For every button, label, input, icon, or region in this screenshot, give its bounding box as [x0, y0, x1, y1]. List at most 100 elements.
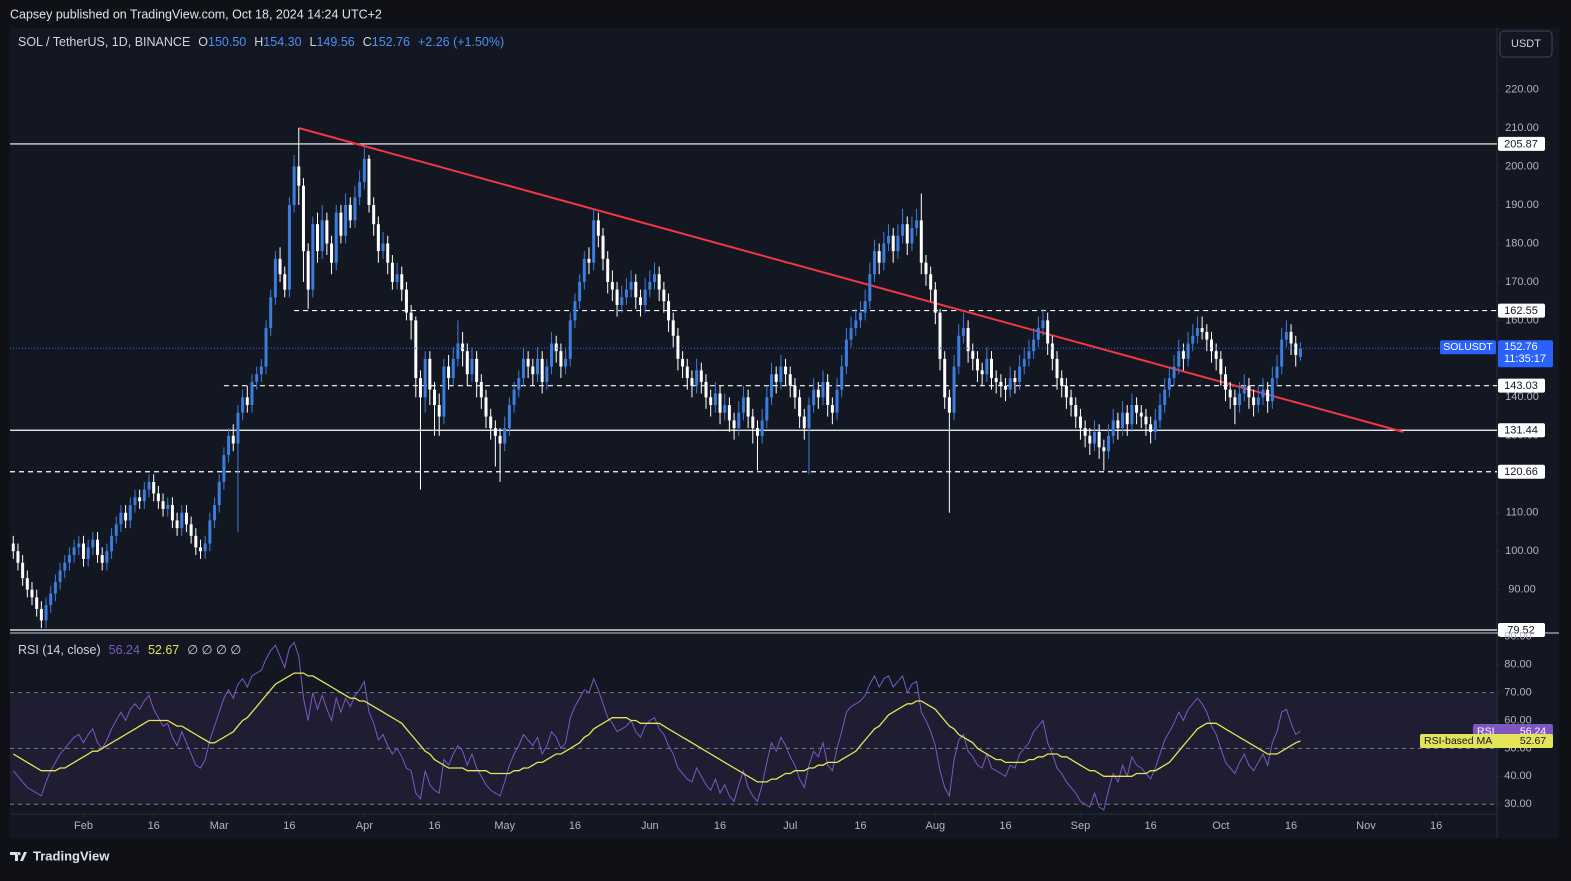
candle-body — [16, 551, 20, 563]
x-tick-label: Jul — [783, 820, 797, 832]
candle-body — [1158, 405, 1162, 421]
rsi-legend-extra: ∅ ∅ ∅ ∅ — [187, 643, 241, 657]
level-label-box — [1498, 622, 1545, 637]
candle-body — [798, 397, 802, 417]
candle-body — [573, 301, 577, 321]
candle-body — [901, 224, 905, 236]
candle-body — [891, 235, 895, 252]
level-label-box — [1498, 136, 1545, 151]
candle-body — [433, 389, 437, 406]
candle-body — [1214, 351, 1218, 359]
last-price-box — [1498, 340, 1553, 368]
candle-body — [1069, 397, 1073, 406]
trendline — [298, 127, 1404, 433]
candle-body — [273, 258, 277, 298]
x-tick-label: 16 — [854, 820, 866, 832]
candle-body — [376, 224, 380, 252]
candle-body — [161, 501, 165, 509]
candle-body — [610, 281, 614, 290]
candle-body — [1256, 397, 1260, 406]
candle-body — [1078, 416, 1082, 429]
candle-body — [910, 228, 914, 244]
candle-body — [1195, 328, 1199, 336]
candle-body — [788, 374, 792, 386]
candle-body — [325, 220, 329, 244]
candle-body — [297, 166, 301, 186]
candle-body — [222, 455, 226, 482]
candle-body — [348, 204, 352, 221]
candle-body — [1298, 348, 1302, 357]
candle-body — [751, 416, 755, 429]
x-tick-label: 16 — [1285, 820, 1297, 832]
candle-body — [30, 589, 34, 598]
candle-body — [147, 481, 151, 490]
candle-body — [1177, 351, 1181, 367]
level-label: 143.03 — [1504, 380, 1538, 392]
level-label-box — [1498, 303, 1545, 318]
candle-body — [1111, 420, 1115, 436]
candle-body — [957, 335, 961, 367]
candle-body — [676, 335, 680, 359]
candle-body — [690, 378, 694, 386]
candle-body — [863, 301, 867, 313]
candle-body — [620, 297, 624, 305]
candle-body — [198, 547, 202, 552]
candle-body — [1266, 389, 1270, 402]
candle-body — [428, 358, 432, 390]
level-label-box — [1498, 378, 1545, 393]
candle-body — [442, 366, 446, 417]
candle-body — [184, 512, 188, 525]
x-tick-label: Sep — [1071, 820, 1091, 832]
candle-body — [634, 281, 638, 298]
candle-body — [170, 505, 174, 521]
candle-body — [400, 274, 404, 290]
candle-body — [980, 370, 984, 375]
level-label: 162.55 — [1504, 305, 1538, 317]
y-tick-label: 180.00 — [1505, 237, 1539, 249]
candle-body — [1102, 447, 1106, 452]
rsi-pane — [10, 634, 1497, 814]
candle-body — [217, 481, 221, 506]
candle-body — [559, 351, 563, 367]
chart-content: 90.00100.00110.00120.00130.00140.00150.0… — [10, 35, 1553, 832]
candle-body — [1008, 378, 1012, 390]
candle-body — [1238, 393, 1242, 406]
candle-body — [339, 212, 343, 236]
rsi-legend-value: 52.67 — [148, 643, 179, 657]
candle-body — [695, 370, 699, 386]
candle-body — [1289, 331, 1293, 344]
candle-body — [236, 412, 240, 444]
x-tick-label: 16 — [999, 820, 1011, 832]
candle-body — [25, 578, 29, 590]
candle-body — [489, 416, 493, 429]
candle-body — [1064, 385, 1068, 398]
candle-body — [128, 505, 132, 521]
x-tick-label: May — [494, 820, 515, 832]
candle-body — [592, 220, 596, 263]
candle-body — [821, 381, 825, 398]
candle-body — [479, 381, 483, 398]
candle-body — [919, 220, 923, 263]
candle-body — [854, 320, 858, 329]
candle-body — [1022, 358, 1026, 367]
candle-body — [44, 605, 48, 621]
y-tick-label: 70.00 — [1504, 687, 1532, 699]
candle-body — [1027, 351, 1031, 359]
candle-body — [110, 535, 114, 552]
rsi-tag-box — [1420, 733, 1553, 748]
candle-body — [292, 166, 296, 205]
candle-body — [1181, 351, 1185, 359]
candle-body — [840, 366, 844, 390]
candle-body — [1153, 420, 1157, 432]
candle-body — [1088, 435, 1092, 444]
candle-body — [877, 251, 881, 263]
candle-body — [320, 220, 324, 252]
candle-body — [119, 512, 123, 525]
y-tick-label: 110.00 — [1506, 507, 1539, 519]
candle-body — [1233, 397, 1237, 406]
currency[interactable]: USDT — [1511, 38, 1541, 50]
candle-body — [643, 289, 647, 305]
candle-body — [1107, 435, 1111, 452]
currency-button[interactable] — [1499, 30, 1553, 58]
candle-body — [1055, 358, 1059, 379]
